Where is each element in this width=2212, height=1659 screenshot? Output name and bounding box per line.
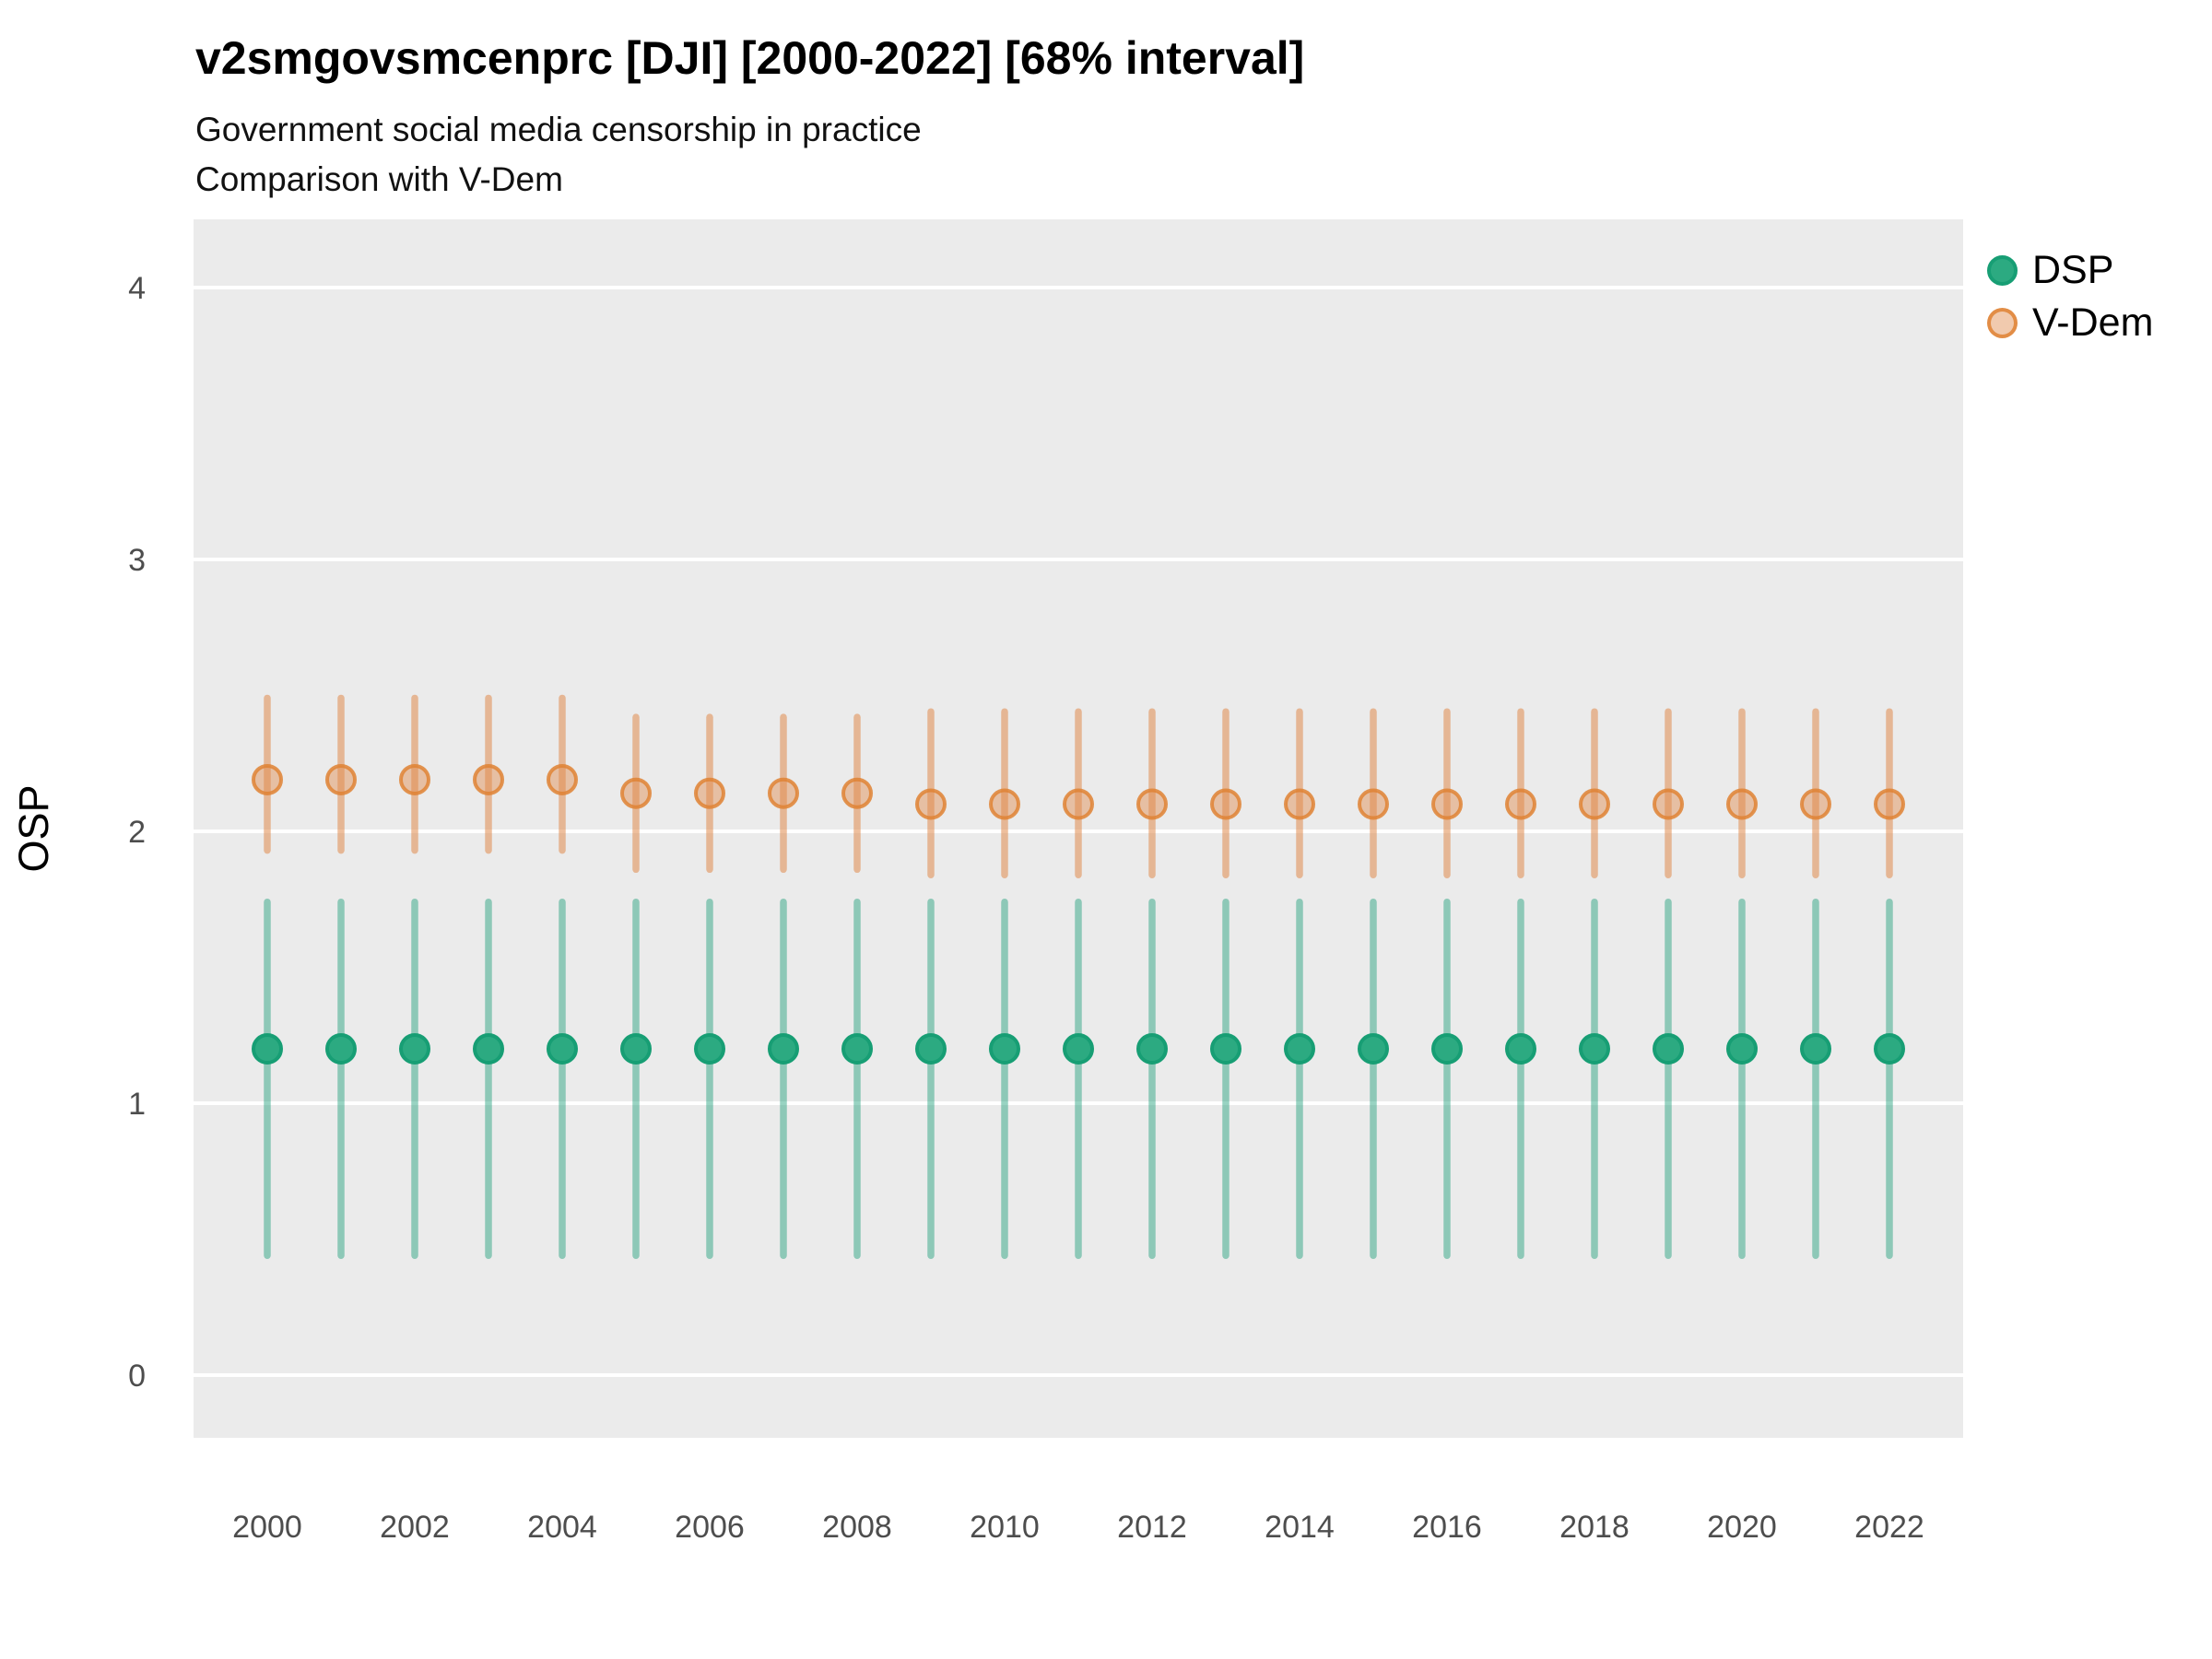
point-vdem <box>399 763 430 795</box>
point-dsp <box>1726 1033 1758 1065</box>
x-tick-label: 2000 <box>232 1510 302 1545</box>
x-tick-label: 2016 <box>1412 1510 1482 1545</box>
chart-subtitle-line1: Government social media censorship in pr… <box>195 111 922 148</box>
y-tick-label: 4 <box>128 271 146 306</box>
point-dsp <box>325 1033 357 1065</box>
x-tick-label: 2008 <box>822 1510 892 1545</box>
x-tick-label: 2014 <box>1265 1510 1335 1545</box>
point-vdem <box>1800 788 1831 820</box>
x-tick-label: 2006 <box>675 1510 745 1545</box>
y-tick-label: 2 <box>128 815 146 850</box>
point-dsp <box>473 1033 504 1065</box>
x-tick-label: 2020 <box>1707 1510 1777 1545</box>
point-vdem <box>1210 788 1241 820</box>
point-vdem <box>547 763 578 795</box>
point-vdem <box>694 777 725 809</box>
point-vdem <box>768 777 799 809</box>
x-tick-label: 2018 <box>1559 1510 1630 1545</box>
point-dsp <box>1653 1033 1684 1065</box>
point-vdem <box>473 763 504 795</box>
point-vdem <box>1358 788 1389 820</box>
point-vdem <box>989 788 1020 820</box>
point-dsp <box>620 1033 652 1065</box>
legend-label-dsp: DSP <box>2032 248 2114 292</box>
y-tick-label: 0 <box>128 1359 146 1394</box>
y-tick-label: 3 <box>128 543 146 578</box>
point-dsp <box>1358 1033 1389 1065</box>
point-dsp <box>1136 1033 1168 1065</box>
vdem-legend-dot-icon <box>1987 308 2018 338</box>
point-vdem <box>1063 788 1094 820</box>
legend-item-vdem: V-Dem <box>1987 303 2153 343</box>
x-tick-label: 2010 <box>970 1510 1040 1545</box>
point-dsp <box>694 1033 725 1065</box>
x-tick-label: 2002 <box>380 1510 450 1545</box>
point-vdem <box>620 777 652 809</box>
x-tick-label: 2022 <box>1854 1510 1924 1545</box>
point-dsp <box>1874 1033 1905 1065</box>
legend-label-vdem: V-Dem <box>2032 300 2154 345</box>
point-vdem <box>1653 788 1684 820</box>
point-dsp <box>1505 1033 1536 1065</box>
dsp-legend-dot-icon <box>1987 255 2018 286</box>
x-tick-label: 2004 <box>527 1510 597 1545</box>
point-vdem <box>1284 788 1315 820</box>
point-dsp <box>915 1033 947 1065</box>
point-vdem <box>252 763 283 795</box>
point-vdem <box>1874 788 1905 820</box>
point-vdem <box>1505 788 1536 820</box>
point-dsp <box>768 1033 799 1065</box>
point-vdem <box>1726 788 1758 820</box>
point-dsp <box>547 1033 578 1065</box>
point-dsp <box>1800 1033 1831 1065</box>
point-vdem <box>1136 788 1168 820</box>
point-dsp <box>1431 1033 1463 1065</box>
legend: DSP V-Dem <box>1987 251 2153 343</box>
point-dsp <box>1210 1033 1241 1065</box>
x-tick-label: 2012 <box>1117 1510 1187 1545</box>
point-dsp <box>1063 1033 1094 1065</box>
chart-subtitle-line2: Comparison with V-Dem <box>195 160 563 198</box>
point-dsp <box>252 1033 283 1065</box>
point-dsp <box>989 1033 1020 1065</box>
point-vdem <box>915 788 947 820</box>
point-dsp <box>399 1033 430 1065</box>
legend-item-dsp: DSP <box>1987 251 2153 290</box>
y-tick-label: 1 <box>128 1087 146 1122</box>
point-vdem <box>841 777 873 809</box>
point-dsp <box>1284 1033 1315 1065</box>
point-vdem <box>1579 788 1610 820</box>
y-axis-title: OSP <box>10 784 57 872</box>
chart-title: v2smgovsmcenprc [DJI] [2000-2022] [68% i… <box>195 32 1305 84</box>
point-vdem <box>1431 788 1463 820</box>
point-dsp <box>1579 1033 1610 1065</box>
point-dsp <box>841 1033 873 1065</box>
point-vdem <box>325 763 357 795</box>
